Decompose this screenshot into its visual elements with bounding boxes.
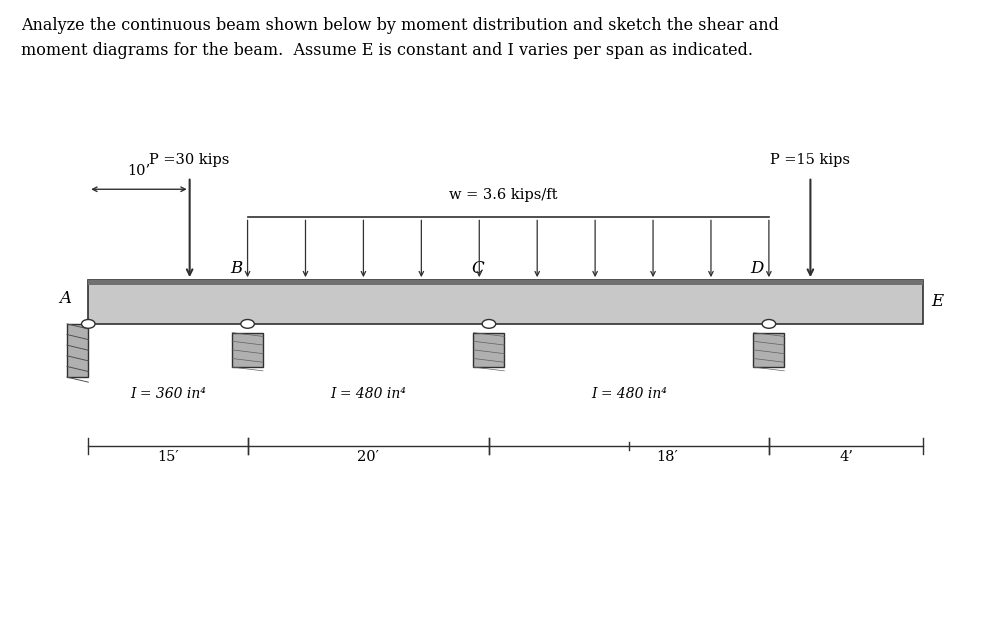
Circle shape: [762, 320, 776, 328]
Text: A: A: [59, 291, 71, 308]
Text: E: E: [931, 294, 943, 311]
Circle shape: [81, 320, 95, 328]
Text: B: B: [231, 260, 242, 277]
Text: 20′: 20′: [357, 450, 380, 464]
Bar: [753, 333, 785, 367]
Text: I = 480 in⁴: I = 480 in⁴: [331, 386, 406, 401]
Text: C: C: [471, 260, 484, 277]
Text: 4’: 4’: [839, 450, 853, 464]
Text: Analyze the continuous beam shown below by moment distribution and sketch the sh: Analyze the continuous beam shown below …: [21, 17, 779, 34]
Text: 18′: 18′: [656, 450, 679, 464]
Text: 10’: 10’: [128, 164, 150, 178]
Text: I = 360 in⁴: I = 360 in⁴: [130, 386, 206, 401]
Bar: [67, 324, 88, 377]
Bar: [88, 280, 923, 324]
Text: moment diagrams for the beam.  Assume E is constant and I varies per span as ind: moment diagrams for the beam. Assume E i…: [21, 42, 752, 59]
Text: P =15 kips: P =15 kips: [770, 153, 851, 167]
Bar: [474, 333, 504, 367]
Bar: [88, 280, 923, 285]
Circle shape: [483, 320, 495, 328]
Text: P =30 kips: P =30 kips: [149, 153, 230, 167]
Text: 15′: 15′: [157, 450, 179, 464]
Bar: [232, 333, 263, 367]
Text: w = 3.6 kips/ft: w = 3.6 kips/ft: [449, 188, 557, 202]
Circle shape: [240, 320, 254, 328]
Text: D: D: [750, 260, 764, 277]
Text: I = 480 in⁴: I = 480 in⁴: [591, 386, 667, 401]
